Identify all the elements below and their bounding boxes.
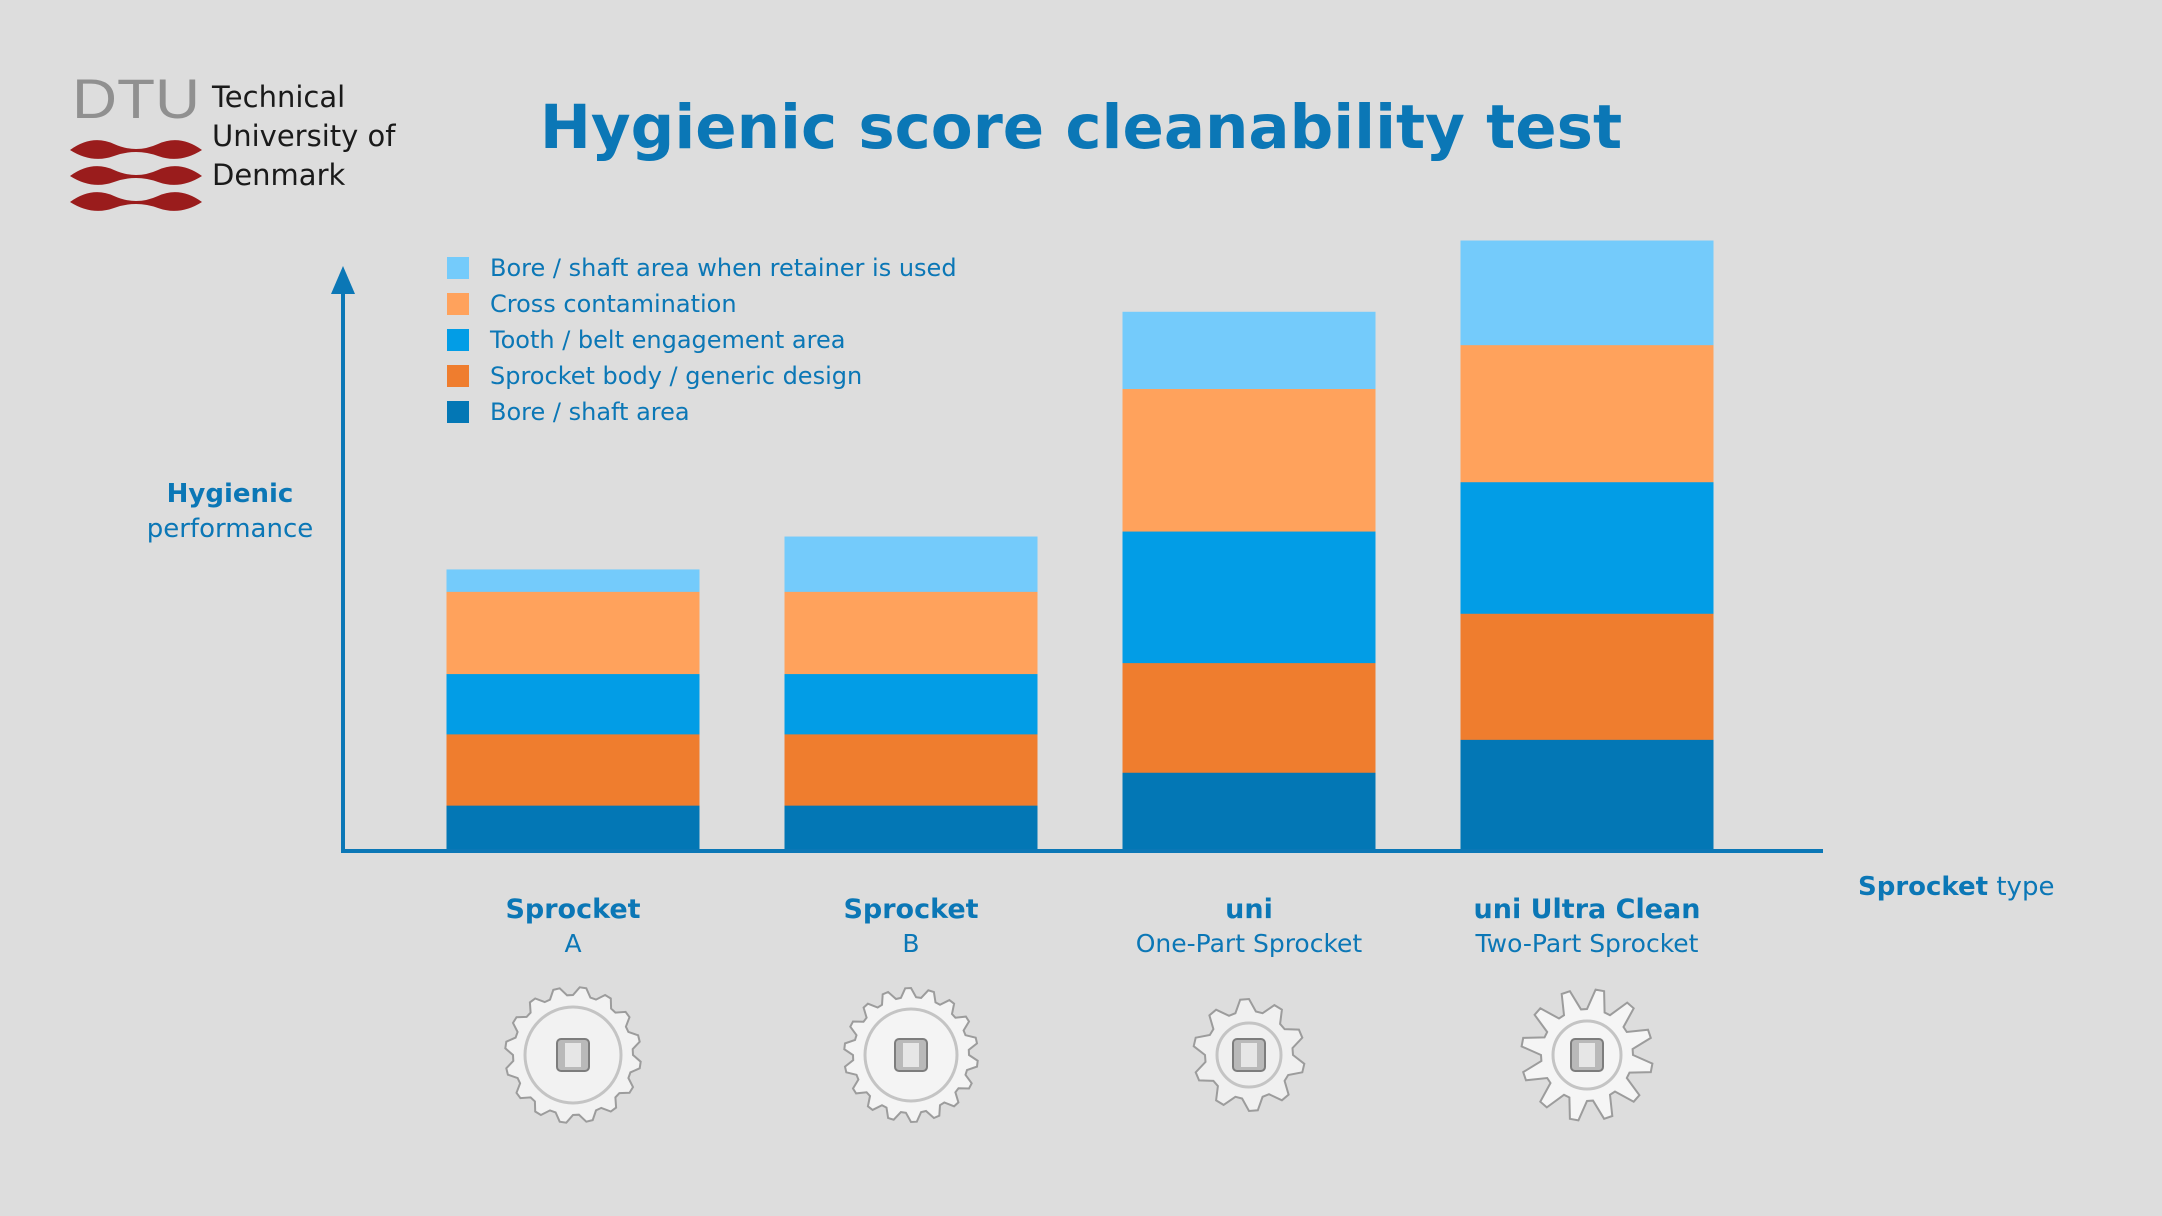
- category-label-sprocket-a: Sprocket A: [423, 893, 723, 961]
- sprocket-b-icon: [843, 986, 979, 1124]
- category-name: Sprocket: [505, 894, 641, 925]
- institution-line-1: Technical: [212, 80, 346, 114]
- legend-swatch: [447, 329, 469, 351]
- gear-ring: [863, 1007, 959, 1103]
- dtu-logo: DTU: [70, 72, 202, 211]
- bar-segment: [446, 591, 700, 675]
- bar-segment: [784, 805, 1038, 850]
- uni-ultra-clean-sprocket-icon: [1520, 988, 1654, 1122]
- bar-segment: [1460, 739, 1714, 850]
- bar-segment: [1460, 240, 1714, 346]
- bar-segment: [1122, 662, 1376, 773]
- institution-line-2: University of: [212, 119, 396, 153]
- bar-segment: [1460, 344, 1714, 483]
- category-name: Sprocket: [843, 894, 979, 925]
- category-sub: Two-Part Sprocket: [1475, 929, 1699, 958]
- category-sub: A: [564, 929, 582, 958]
- bar-segment: [1122, 772, 1376, 850]
- gear-bore-inner: [1579, 1043, 1595, 1067]
- legend-item: Cross contamination: [447, 286, 957, 322]
- chart-title: Hygienic score cleanability test: [539, 92, 1623, 163]
- bars-group: [446, 240, 1714, 850]
- legend-item: Bore / shaft area: [447, 394, 957, 430]
- legend-item: Sprocket body / generic design: [447, 358, 957, 394]
- bar-segment: [446, 733, 700, 806]
- bar-segment: [1460, 613, 1714, 740]
- bar-segment: [1122, 311, 1376, 390]
- legend-swatch: [447, 365, 469, 387]
- category-label-uni-ultra-clean: uni Ultra Clean Two-Part Sprocket: [1437, 893, 1737, 961]
- bar-segment: [784, 536, 1038, 592]
- category-sub: One-Part Sprocket: [1135, 929, 1363, 958]
- bar-segment: [784, 733, 1038, 806]
- bar-segment: [784, 591, 1038, 675]
- legend-swatch: [447, 293, 469, 315]
- legend-label: Bore / shaft area: [490, 398, 690, 426]
- legend-label: Tooth / belt engagement area: [490, 326, 846, 354]
- category-label-uni-one-part: uni One-Part Sprocket: [1099, 893, 1399, 961]
- bar-segment: [446, 569, 700, 592]
- dtu-wave-mark: [70, 140, 202, 211]
- bar-segment: [1122, 388, 1376, 532]
- x-axis-label-rest: type: [1996, 872, 2055, 902]
- gear-bore-inner: [1241, 1043, 1257, 1067]
- legend-label: Bore / shaft area when retainer is used: [490, 254, 957, 282]
- bar-segment: [446, 805, 700, 850]
- category-label-sprocket-b: Sprocket B: [761, 893, 1061, 961]
- legend-swatch: [447, 257, 469, 279]
- dtu-logo-mark: DTU: [72, 72, 200, 130]
- bar-segment: [784, 673, 1038, 735]
- legend-item: Tooth / belt engagement area: [447, 322, 957, 358]
- bar-segment: [446, 673, 700, 735]
- sprocket-a-icon: [504, 986, 642, 1124]
- legend-item: Bore / shaft area when retainer is used: [447, 250, 957, 286]
- legend-label: Cross contamination: [490, 290, 737, 318]
- bar-segment: [1460, 481, 1714, 614]
- legend-label: Sprocket body / generic design: [490, 362, 863, 390]
- gear-bore-inner: [565, 1043, 581, 1067]
- chart-legend: Bore / shaft area when retainer is used C…: [447, 250, 957, 430]
- y-axis-label-bold: Hygienic: [166, 479, 294, 509]
- x-axis-label: Sprocket type: [1858, 872, 2054, 902]
- y-axis-label-rest: performance: [146, 514, 314, 544]
- category-sub: B: [902, 929, 920, 958]
- x-axis-label-bold: Sprocket: [1858, 872, 1989, 902]
- gear-ring: [1215, 1021, 1283, 1089]
- gear-ring: [523, 1005, 623, 1105]
- institution-name: Technical University of Denmark: [212, 78, 395, 195]
- category-name: uni: [1225, 894, 1273, 925]
- bar-segment: [1122, 531, 1376, 664]
- gear-ring: [1551, 1019, 1623, 1091]
- uni-one-part-sprocket-icon: [1192, 997, 1306, 1113]
- y-axis-arrowhead: [331, 266, 355, 294]
- legend-swatch: [447, 401, 469, 423]
- y-axis-label: Hygienic performance: [130, 477, 330, 547]
- category-name: uni Ultra Clean: [1473, 894, 1701, 925]
- gear-bore-inner: [903, 1043, 919, 1067]
- institution-line-3: Denmark: [212, 158, 346, 192]
